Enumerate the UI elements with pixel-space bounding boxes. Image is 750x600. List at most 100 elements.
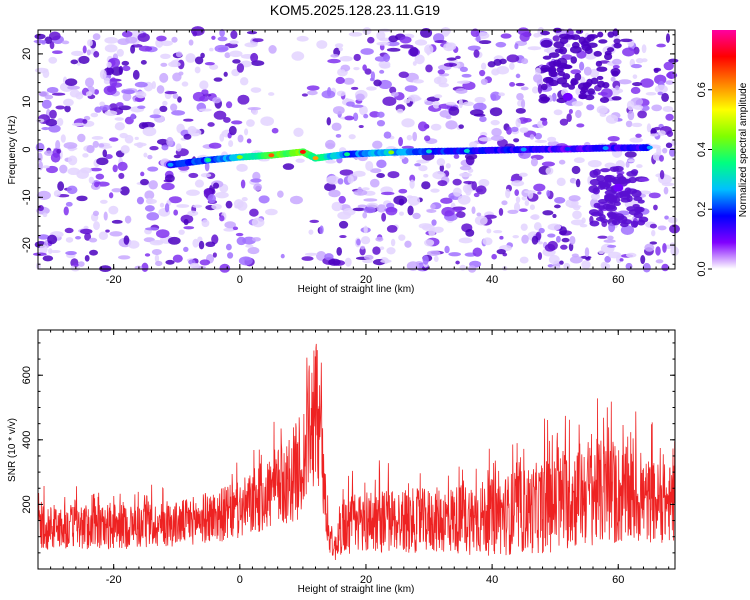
heatmap-cell	[93, 221, 100, 231]
heatmap-cell	[593, 50, 602, 57]
heatmap-cell	[245, 244, 254, 248]
heatmap-cell	[385, 206, 398, 216]
heatmap-cell	[37, 234, 50, 240]
heatmap-cell	[243, 128, 249, 136]
heatmap-cell	[583, 66, 592, 76]
heatmap-cell	[645, 91, 657, 96]
heatmap-cell	[515, 118, 521, 128]
heatmap-cell	[376, 41, 390, 46]
heatmap-cell	[558, 46, 568, 55]
heatmap-cell	[185, 53, 196, 63]
heatmap-cell	[170, 103, 178, 112]
heatmap-cell	[386, 47, 401, 52]
heatmap-cell	[398, 188, 408, 194]
heatmap-cell	[71, 50, 84, 57]
heatmap-cell	[235, 232, 244, 237]
heatmap-cell	[34, 33, 46, 40]
heatmap-cell	[183, 133, 192, 140]
heatmap-cell	[247, 107, 261, 111]
heatmap-cell	[516, 92, 524, 101]
heatmap-cell	[448, 252, 462, 257]
heatmap-cell	[499, 235, 504, 240]
heatmap-cell	[122, 92, 132, 102]
heatmap-cell	[654, 84, 668, 94]
heatmap-cell	[154, 254, 160, 263]
heatmap-cell	[412, 79, 424, 84]
heatmap-cell	[479, 116, 487, 123]
heatmap-cell	[649, 223, 657, 229]
heatmap-y-ticks: -20 -10 0 10 20	[21, 34, 675, 265]
heatmap-cell	[484, 214, 497, 219]
heatmap-cell	[604, 194, 615, 202]
heatmap-cell	[404, 240, 412, 248]
heatmap-cell	[581, 260, 591, 270]
heatmap-cell	[362, 27, 372, 35]
heatmap-cell	[593, 168, 601, 176]
heatmap-cell	[524, 200, 530, 207]
heatmap-cell	[250, 87, 262, 93]
heatmap-cell	[500, 33, 512, 39]
heatmap-cell	[482, 237, 493, 246]
heatmap-cell	[633, 46, 640, 55]
heatmap-cell	[521, 234, 529, 244]
snr-series-line	[37, 343, 676, 561]
heatmap-cell	[135, 91, 147, 99]
heatmap-cell	[86, 49, 91, 56]
heatmap-cell	[661, 182, 675, 187]
heatmap-cell	[537, 252, 543, 261]
heatmap-cell	[409, 179, 415, 189]
heatmap-cell	[77, 261, 85, 267]
heatmap-cell	[338, 195, 346, 204]
heatmap-cell	[146, 212, 160, 221]
heatmap-cell	[37, 190, 51, 200]
heatmap-cell	[459, 172, 472, 178]
heatmap-cell	[236, 163, 248, 172]
heatmap-cell	[334, 43, 344, 48]
heatmap-cell	[404, 85, 418, 92]
heatmap-cell	[49, 41, 55, 50]
heatmap-cell	[566, 113, 572, 123]
heatmap-cell	[87, 39, 93, 47]
heatmap-cell	[657, 91, 664, 96]
heatmap-cell	[659, 169, 665, 180]
heatmap-cell	[596, 66, 608, 72]
heatmap-cell	[479, 69, 486, 77]
heatmap-cell	[424, 135, 431, 142]
heatmap-cell	[187, 210, 199, 217]
heatmap-cell	[296, 35, 309, 42]
heatmap-cell	[112, 164, 118, 173]
heatmap-cell	[93, 89, 99, 95]
heatmap-cell	[579, 61, 585, 71]
heatmap-cell	[531, 86, 539, 94]
heatmap-cell	[70, 264, 81, 272]
heatmap-cell	[515, 73, 521, 79]
heatmap-cell	[93, 50, 100, 58]
heatmap-cell	[605, 114, 619, 124]
heatmap-cell	[401, 118, 415, 128]
heatmap-cell	[376, 111, 385, 118]
heatmap-cell	[63, 142, 78, 149]
heatmap-cell	[630, 220, 639, 228]
heatmap-cell	[65, 251, 77, 256]
heatmap-cell	[219, 215, 225, 222]
heatmap-cell	[106, 61, 112, 68]
heatmap-cell	[635, 133, 642, 138]
heatmap-cell	[55, 105, 66, 110]
heatmap-cell	[498, 207, 504, 216]
heatmap-cell	[611, 219, 621, 226]
heatmap-cell	[309, 219, 320, 223]
heatmap-cell	[600, 261, 608, 269]
heatmap-cell	[111, 188, 122, 193]
heatmap-cell	[641, 58, 648, 63]
heatmap-cell	[487, 61, 496, 68]
heatmap-cell	[44, 36, 53, 45]
heatmap-cell	[583, 37, 592, 44]
heatmap-cell	[653, 204, 658, 211]
heatmap-cell	[119, 186, 130, 196]
heatmap-cell	[153, 108, 161, 116]
heatmap-cell	[240, 179, 246, 189]
heatmap-cell	[445, 115, 452, 120]
heatmap-cell	[495, 41, 507, 48]
heatmap-cell	[188, 39, 194, 46]
heatmap-cell	[251, 217, 265, 228]
